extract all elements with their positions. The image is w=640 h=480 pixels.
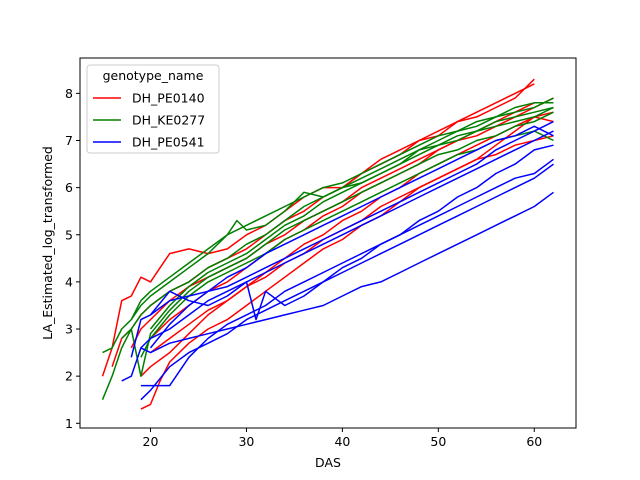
series-line-dh-pe0541-3 <box>140 158 554 387</box>
x-tick-label: 50 <box>430 434 446 449</box>
legend: genotype_name DH_PE0140 DH_KE0277 DH_PE054… <box>86 64 220 154</box>
y-tick-label: 4 <box>65 274 73 289</box>
y-tick-label: 2 <box>65 369 73 384</box>
series-line-dh-ke0277-1 <box>101 97 554 400</box>
series-line-dh-ke0277-6 <box>149 106 554 330</box>
x-tick-label: 20 <box>143 434 159 449</box>
series-line-dh-ke0277-3 <box>121 111 554 377</box>
legend-entries: DH_PE0140 DH_KE0277 DH_PE0541 <box>93 91 205 150</box>
y-tick-label: 5 <box>65 227 73 242</box>
series-line-dh-pe0541-5 <box>130 120 554 358</box>
legend-label-dh-ke0277: DH_KE0277 <box>132 113 205 128</box>
series-line-dh-pe0541-4 <box>140 130 554 349</box>
legend-title: genotype_name <box>103 68 204 83</box>
y-tick-label: 8 <box>65 86 73 101</box>
y-tick-label: 7 <box>65 133 73 148</box>
y-axis-label: LA_Estimated_log_transformed <box>40 146 55 340</box>
y-tick-label: 6 <box>65 180 73 195</box>
x-tick-label: 60 <box>526 434 542 449</box>
series-line-dh-pe0541-2 <box>140 163 554 401</box>
plot-area <box>79 57 577 429</box>
x-axis-ticks: 20 30 40 50 60 <box>143 428 542 449</box>
x-tick-label: 30 <box>238 434 254 449</box>
y-tick-label: 3 <box>65 322 73 337</box>
series-line-dh-pe0140-3 <box>140 116 554 410</box>
series-layer <box>101 78 554 410</box>
y-tick-label: 1 <box>65 416 73 431</box>
y-axis-ticks: 1 2 3 4 5 6 7 8 <box>65 86 80 431</box>
series-line-dh-ke0277-2 <box>102 102 554 354</box>
axes-frame <box>79 57 577 429</box>
x-tick-label: 40 <box>334 434 350 449</box>
series-line-dh-pe0541-1 <box>121 191 554 382</box>
series-line-dh-pe0541-7 <box>149 125 554 349</box>
series-line-dh-pe0140-7 <box>149 97 554 339</box>
legend-box <box>86 64 220 154</box>
legend-label-dh-pe0541: DH_PE0541 <box>132 135 205 150</box>
x-axis-label: DAS <box>315 455 341 470</box>
legend-label-dh-pe0140: DH_PE0140 <box>132 91 205 106</box>
series-line-dh-pe0541-6 <box>149 144 554 321</box>
series-line-dh-pe0140-4 <box>140 111 554 377</box>
